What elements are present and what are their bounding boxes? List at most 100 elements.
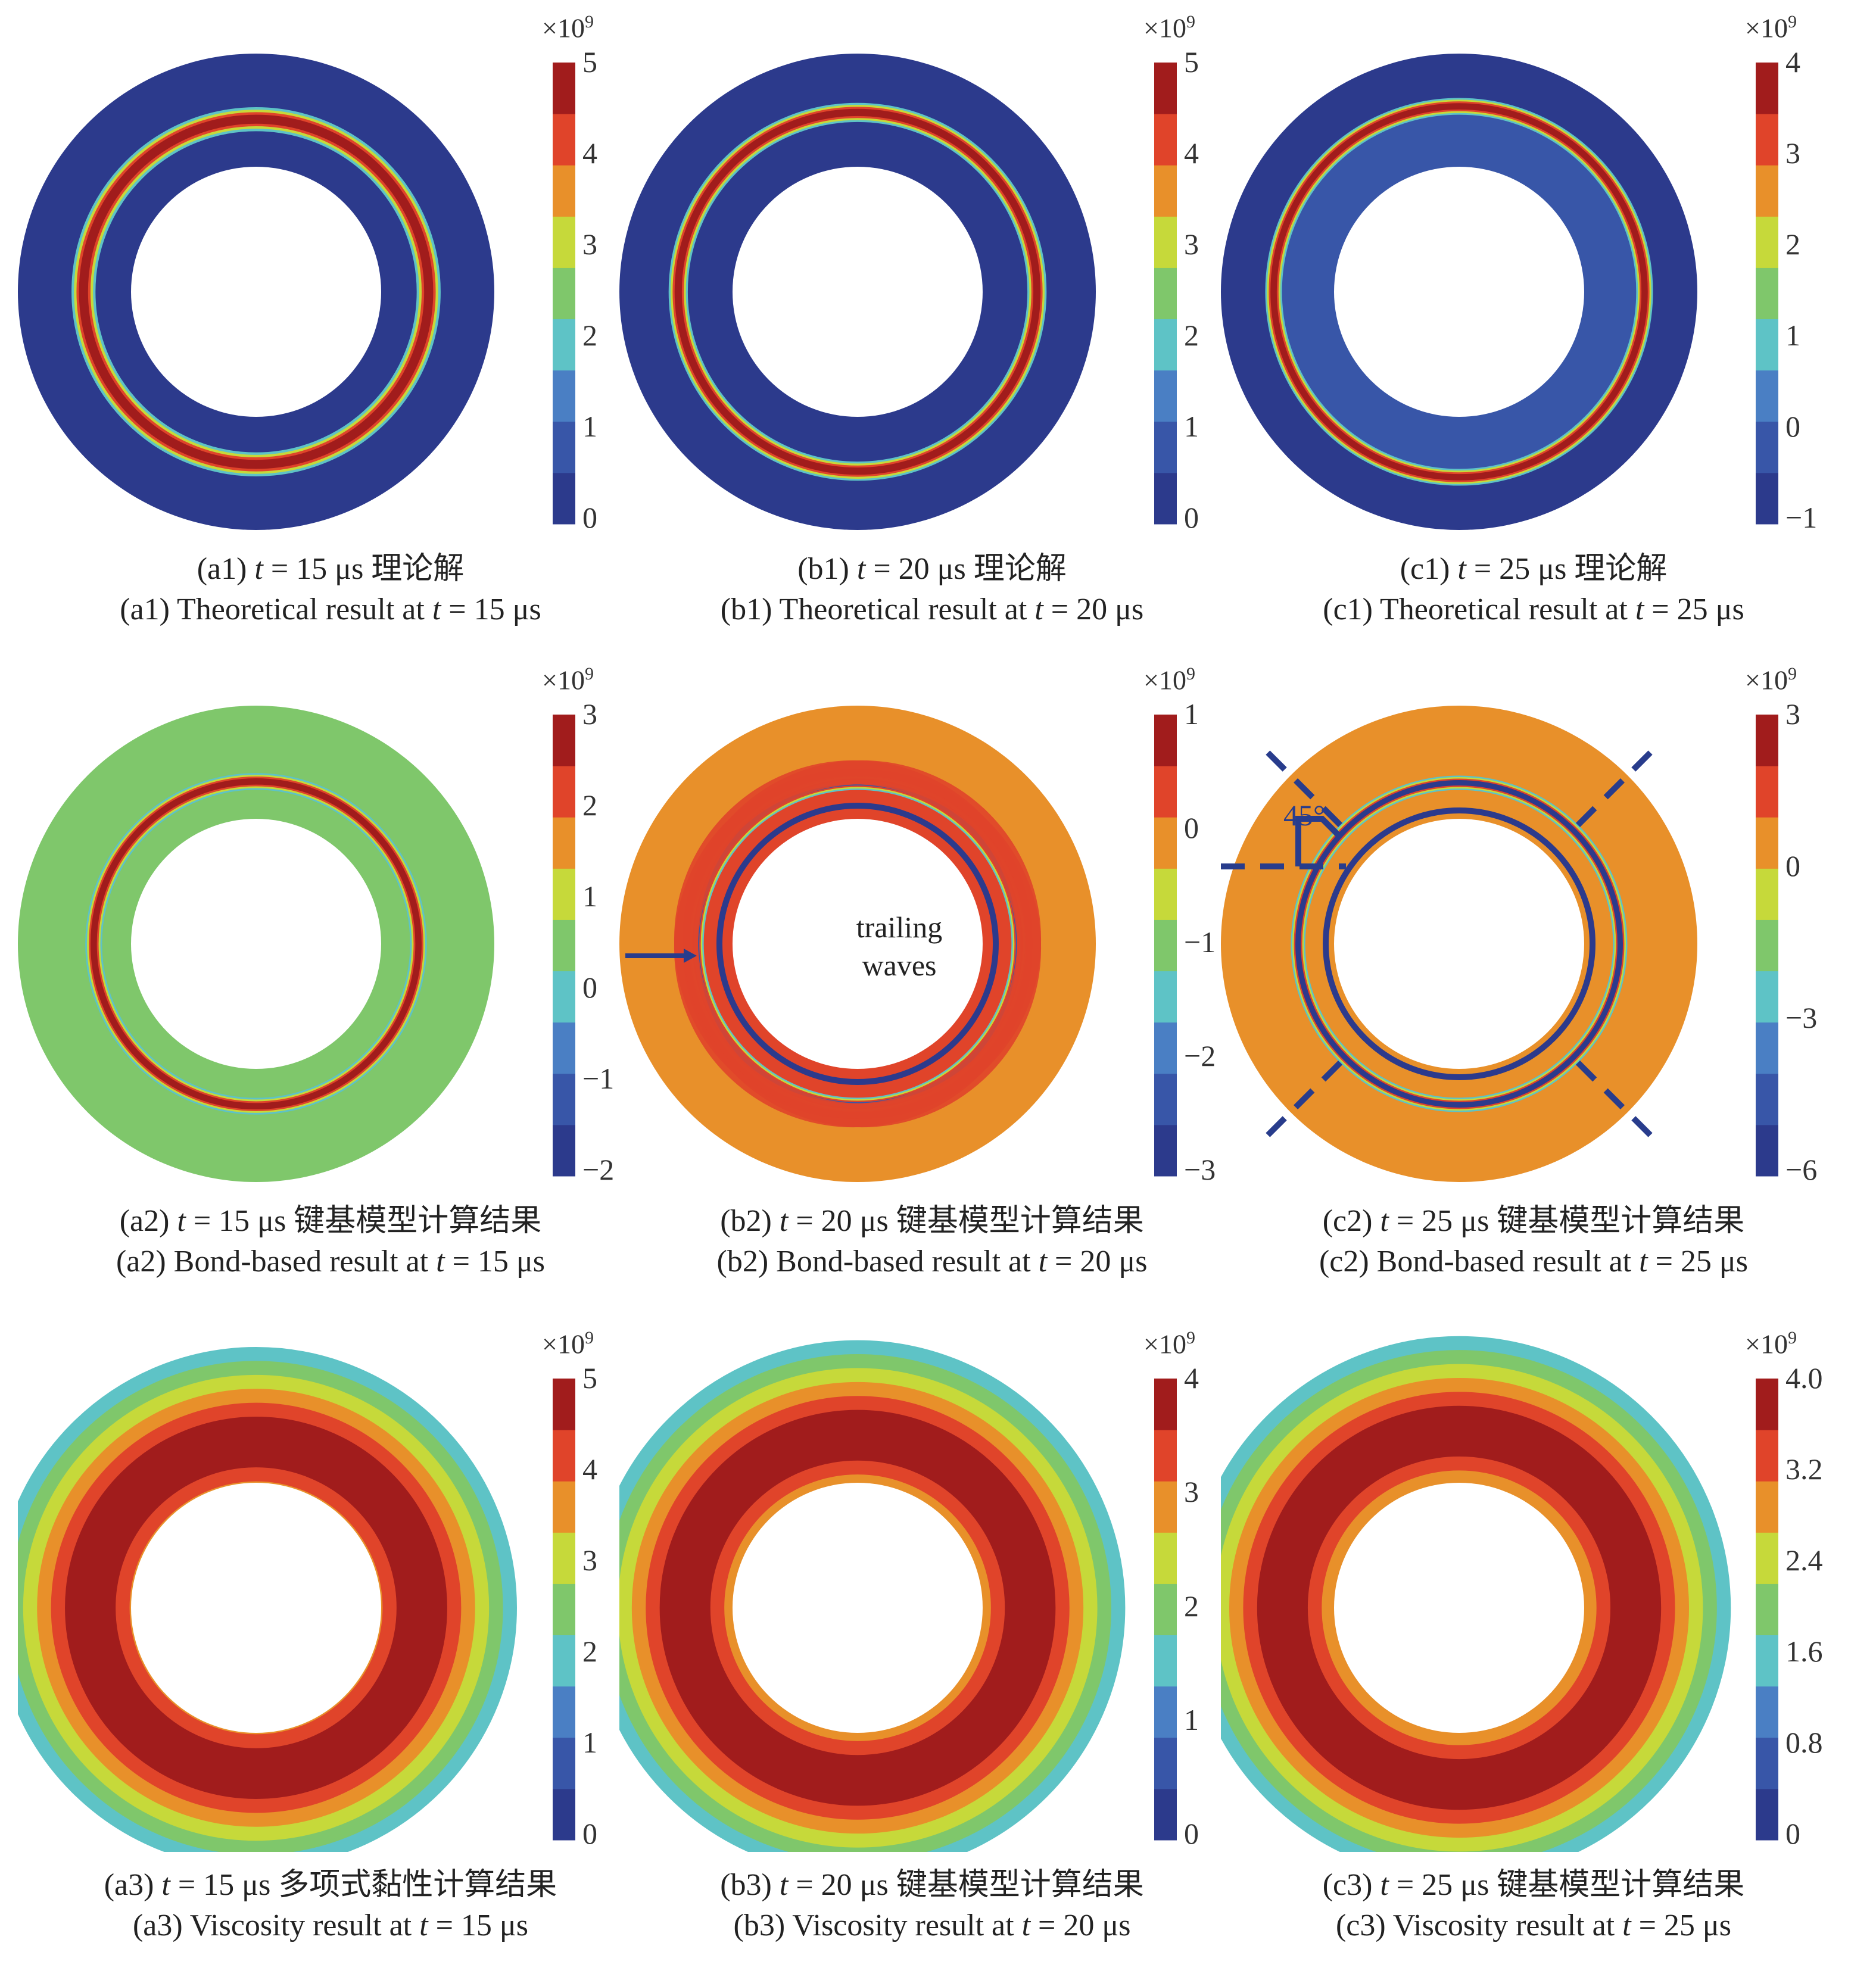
colorbar-multiplier: ×109 bbox=[542, 12, 594, 43]
inner-front bbox=[716, 803, 999, 1085]
panel-a1: ×109 5 4 3 2 1 0 (a1) t = 15 μs 理论解 (a1) Theo… bbox=[18, 12, 643, 661]
colorbar-segment bbox=[553, 421, 575, 473]
colorbar-segment bbox=[553, 1481, 575, 1533]
inner-hole bbox=[1334, 1483, 1584, 1733]
caption-cn-a1: (a1) t = 15 μs 理论解 bbox=[197, 552, 465, 586]
contour-plot-b2 bbox=[619, 706, 1177, 1182]
caption-cn-a2: (a2) t = 15 μs 键基模型计算结果 bbox=[119, 1204, 542, 1238]
colorbar-segment bbox=[1154, 1583, 1177, 1636]
colorbar-tick-label: 4.0 bbox=[1785, 1361, 1823, 1395]
colorbar-segment bbox=[553, 971, 575, 1023]
colorbar-segment bbox=[1154, 216, 1177, 268]
colorbar-tick-label: −6 bbox=[1785, 1153, 1818, 1186]
colorbar-tick-label: 0.8 bbox=[1785, 1726, 1823, 1759]
colorbar-segment bbox=[1756, 1481, 1778, 1533]
colorbar-tick-label: 1 bbox=[1184, 697, 1199, 731]
colorbar-tick-label: 2 bbox=[1184, 319, 1199, 352]
wave-peak-band bbox=[65, 1417, 447, 1799]
contour-plot-c3 bbox=[1221, 1336, 1778, 1852]
colorbar-tick-label: 0 bbox=[1184, 811, 1199, 845]
inner-hole bbox=[131, 1483, 381, 1733]
angle-mark bbox=[1295, 816, 1342, 866]
colorbar-tick-label: 2 bbox=[582, 788, 597, 822]
colorbar-tick-label: 4 bbox=[1785, 45, 1800, 79]
colorbar-multiplier: ×109 bbox=[542, 1328, 594, 1359]
colorbar-tick-label: 0 bbox=[1184, 1817, 1199, 1850]
colorbar-tick-label: −2 bbox=[582, 1153, 615, 1186]
colorbar-segment bbox=[1154, 715, 1177, 766]
colorbar-segment bbox=[553, 1583, 575, 1636]
caption-cn-b1: (b1) t = 20 μs 理论解 bbox=[797, 552, 1067, 586]
diagonal-dash-line bbox=[1575, 746, 1657, 828]
caption-cn-b2: (b2) t = 20 μs 键基模型计算结果 bbox=[720, 1204, 1144, 1238]
colorbar-segment bbox=[553, 63, 575, 114]
colorbar-segment bbox=[1756, 216, 1778, 268]
colorbar-segment bbox=[1154, 63, 1177, 114]
colorbar-tick-label: 0 bbox=[1785, 849, 1800, 883]
colorbar-segment bbox=[553, 1635, 575, 1687]
colorbar-tick-label: 2 bbox=[582, 1635, 597, 1668]
colorbar-tick-label: −1 bbox=[582, 1062, 615, 1095]
colorbar-tick-label: 5 bbox=[582, 1361, 597, 1395]
wave-peak-band bbox=[1270, 103, 1648, 481]
colorbar-tick-label: −3 bbox=[1785, 1001, 1818, 1034]
colorbar-segment bbox=[1154, 472, 1177, 525]
colorbar-segment bbox=[553, 868, 575, 920]
inner-hole bbox=[131, 819, 381, 1069]
colorbar-segment bbox=[1756, 1073, 1778, 1125]
inner-hole bbox=[1334, 167, 1584, 417]
colorbar-segment bbox=[553, 114, 575, 166]
colorbar-segment bbox=[1154, 868, 1177, 920]
colorbar-tick-label: 2 bbox=[1785, 227, 1800, 261]
colorbar-segment bbox=[553, 1788, 575, 1841]
colorbar-tick-label: 3.2 bbox=[1785, 1452, 1823, 1486]
colorbar-segment bbox=[1154, 1532, 1177, 1584]
colorbar-segment bbox=[1756, 766, 1778, 818]
panel-b3: ×109 4 3 2 1 0 (b3) t = 20 μs 键基模型计算结果 (b3) … bbox=[619, 1328, 1245, 1977]
colorbar-tick-label: 1 bbox=[582, 1726, 597, 1759]
caption-en-b2: (b2) Bond-based result at t = 20 μs bbox=[716, 1245, 1148, 1278]
colorbar-tick-label: 4 bbox=[1184, 1361, 1199, 1395]
colorbar-segment bbox=[1756, 1379, 1778, 1430]
colorbar-tick-label: 3 bbox=[582, 697, 597, 731]
colorbar-segment bbox=[553, 817, 575, 869]
colorbar-segment bbox=[1154, 421, 1177, 473]
colorbar-segment bbox=[1756, 1532, 1778, 1584]
diagonal-dash-line bbox=[1575, 1060, 1657, 1142]
caption-en-b3: (b3) Viscosity result at t = 20 μs bbox=[733, 1909, 1131, 1942]
colorbar-tick-label: 4 bbox=[582, 136, 597, 170]
colorbar-tick-label: 1 bbox=[582, 880, 597, 913]
colorbar-segment bbox=[1756, 817, 1778, 869]
colorbar-segment bbox=[553, 370, 575, 422]
wave-peak-band bbox=[79, 114, 434, 469]
colorbar-multiplier: ×109 bbox=[1143, 1328, 1195, 1359]
wave-peak-band bbox=[1257, 1405, 1662, 1810]
colorbar-segment bbox=[1756, 114, 1778, 166]
colorbar-segment bbox=[1756, 267, 1778, 320]
caption-cn-c3: (c3) t = 25 μs 键基模型计算结果 bbox=[1322, 1868, 1745, 1902]
panel-c1: ×109 4 3 2 1 0 −1 (c1) t = 25 μs 理论解 (c1) The… bbox=[1221, 12, 1846, 661]
caption-en-a1: (a1) Theoretical result at t = 15 μs bbox=[120, 593, 541, 626]
colorbar-segment bbox=[1756, 165, 1778, 217]
stress-lobe bbox=[683, 760, 1042, 1119]
colorbar-tick-label: 2 bbox=[1184, 1589, 1199, 1623]
colorbar-tick-label: 0 bbox=[582, 501, 597, 534]
colorbar-segment bbox=[1154, 319, 1177, 371]
colorbar-multiplier: ×109 bbox=[1143, 664, 1195, 696]
colorbar-segment bbox=[1154, 1686, 1177, 1738]
inner-hole bbox=[131, 167, 381, 417]
inner-hole bbox=[733, 819, 983, 1069]
colorbar-segment bbox=[1756, 1583, 1778, 1636]
colorbar-segment bbox=[1756, 63, 1778, 114]
colorbar-segment bbox=[1154, 817, 1177, 869]
colorbar-tick-label: 4 bbox=[1184, 136, 1199, 170]
colorbar-segment bbox=[1756, 421, 1778, 473]
colorbar-segment bbox=[1154, 1022, 1177, 1074]
colorbar-segment bbox=[1154, 1737, 1177, 1789]
colorbar-segment bbox=[1756, 971, 1778, 1023]
colorbar-tick-label: 3 bbox=[582, 227, 597, 261]
colorbar-segment bbox=[1154, 1635, 1177, 1687]
caption-en-a3: (a3) Viscosity result at t = 15 μs bbox=[132, 1909, 529, 1942]
colorbar-segment bbox=[1756, 472, 1778, 525]
colorbar-segment bbox=[1154, 1379, 1177, 1430]
